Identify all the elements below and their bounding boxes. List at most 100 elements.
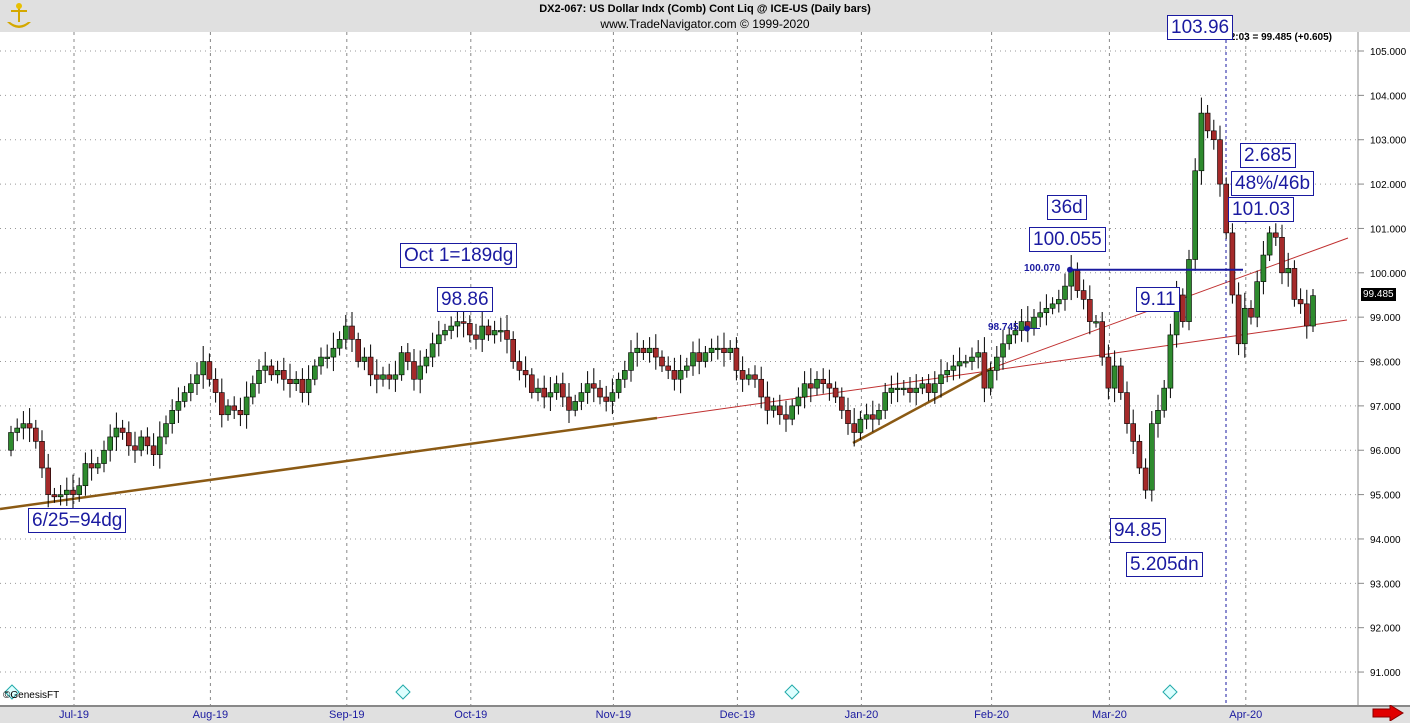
candle-up <box>1155 410 1161 424</box>
candle-down <box>1099 321 1105 358</box>
candle-up <box>479 325 486 340</box>
candle-down <box>280 370 287 380</box>
candle-up <box>993 356 1000 371</box>
candle-down <box>1105 356 1112 389</box>
candle-up <box>919 383 926 389</box>
candle-down <box>851 423 858 433</box>
candle-up <box>913 387 920 393</box>
y-tick-label: 103.000 <box>1370 136 1407 147</box>
candle-up <box>1260 254 1267 282</box>
candle-up <box>1062 285 1068 300</box>
x-tick-label: Mar-20 <box>1091 709 1127 721</box>
candle-down <box>231 405 237 411</box>
candle-down <box>150 445 157 455</box>
trendline-main-ext <box>656 319 1348 419</box>
candle-down <box>504 330 510 340</box>
candle-down <box>721 347 727 353</box>
candle-down <box>1136 441 1143 469</box>
candle-down <box>287 378 293 385</box>
annotation-36d: 36d <box>1047 195 1087 220</box>
candle-up <box>1000 343 1006 358</box>
candle-up <box>243 396 250 416</box>
candle-down <box>144 436 151 447</box>
r-marker-icon <box>395 684 411 700</box>
candle-up <box>324 356 331 359</box>
candle-up <box>1167 334 1174 389</box>
candle-up <box>330 347 337 358</box>
candle-down <box>597 387 603 398</box>
candle-down <box>783 414 789 420</box>
candle-up <box>318 356 324 367</box>
candle-up <box>900 387 907 390</box>
candle-down <box>473 334 479 340</box>
candle-down <box>671 370 678 380</box>
candle-up <box>1031 316 1037 329</box>
candle-up <box>683 365 690 371</box>
x-tick-label: Sep-19 <box>329 709 365 721</box>
x-tick-label: Oct-19 <box>454 709 488 721</box>
annotation-peak2: 101.03 <box>1228 197 1295 222</box>
candle-up <box>628 352 634 371</box>
candle-up <box>950 365 957 371</box>
annotation-oct-high: 98.86 <box>437 287 493 312</box>
y-tick-label: 95.000 <box>1370 491 1401 502</box>
y-tick-label: 94.000 <box>1370 535 1401 546</box>
chart-subtitle: www.TradeNavigator.com © 1999-2020 <box>600 17 810 31</box>
candle-up <box>175 401 182 411</box>
candle-down <box>832 387 839 398</box>
candle-up <box>194 374 200 385</box>
candle-up <box>795 396 802 407</box>
candle-down <box>39 441 45 469</box>
candle-down <box>869 414 876 420</box>
price-chart[interactable]: 105.000 104.000 103.000 102.000 101.000 100.0… <box>0 32 1410 707</box>
candle-up <box>497 330 504 333</box>
candle-up <box>423 356 430 367</box>
candle-down <box>1248 307 1254 318</box>
cursor-readout: 4/15/20 12:03 = 99.485 (+0.605) <box>1188 32 1333 43</box>
candle-up <box>1006 334 1013 345</box>
candle-down <box>355 339 362 362</box>
candle-up <box>1266 232 1273 256</box>
candle-up <box>714 347 721 351</box>
candle-up <box>64 489 70 495</box>
candle-down <box>516 361 523 371</box>
candle-down <box>1142 467 1149 491</box>
candle-down <box>764 396 771 411</box>
scroll-right-arrow-icon[interactable] <box>1372 705 1404 721</box>
trendline-main <box>0 416 658 511</box>
y-tick-label: 99.000 <box>1370 313 1401 324</box>
candle-up <box>76 485 82 495</box>
candle-up <box>535 387 541 393</box>
candle-down <box>132 445 138 451</box>
candle-up <box>1254 281 1260 318</box>
candle-down <box>838 396 845 411</box>
candle-up <box>690 352 696 367</box>
annotation-range: 2.685 <box>1240 143 1296 168</box>
candle-up <box>553 383 560 393</box>
candle-down <box>219 392 225 416</box>
candle-up <box>888 387 895 393</box>
candle-down <box>603 396 610 402</box>
candle-up <box>745 374 752 380</box>
candle-down <box>404 352 411 362</box>
candle-down <box>510 339 517 362</box>
r-marker-icon <box>784 684 800 700</box>
candle-down <box>845 410 851 424</box>
candle-down <box>26 423 33 429</box>
logo-icon <box>7 3 31 28</box>
candle-up <box>448 325 455 331</box>
candle-up <box>336 339 343 349</box>
candle-up <box>646 347 653 353</box>
candle-up <box>435 334 442 345</box>
y-tick-label: 97.000 <box>1370 402 1401 413</box>
candle-up <box>342 325 349 340</box>
candle-up <box>727 347 734 353</box>
y-tick-label: 104.000 <box>1370 91 1407 102</box>
candle-up <box>1186 259 1192 322</box>
candle-up <box>956 361 963 367</box>
candle-up <box>163 423 169 438</box>
candle-up <box>962 361 969 364</box>
candle-up <box>1012 330 1019 336</box>
candle-up <box>1161 387 1167 411</box>
candle-down <box>373 374 380 380</box>
